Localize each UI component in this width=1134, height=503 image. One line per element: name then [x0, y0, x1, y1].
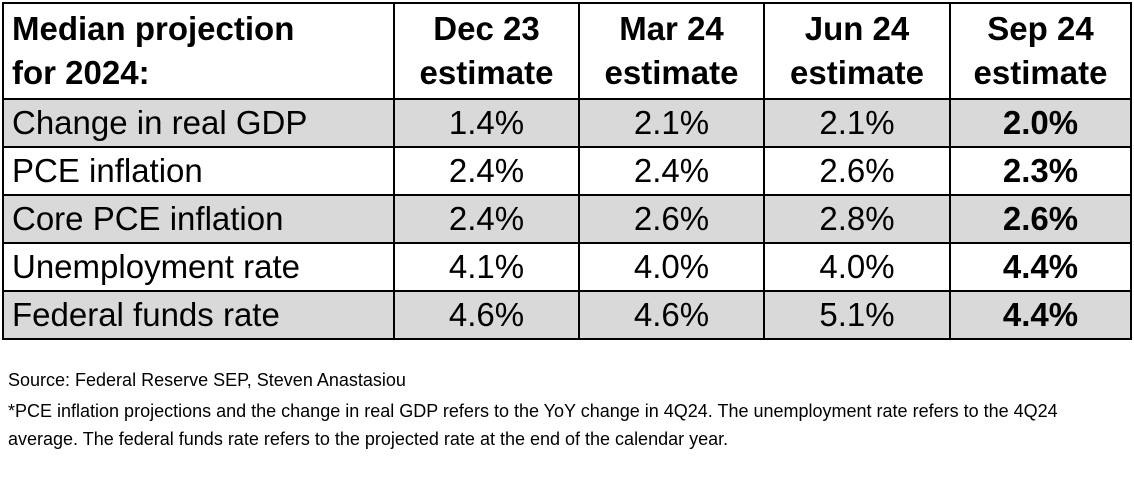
row-label: Unemployment rate [2, 242, 395, 292]
cell-dec23: 4.6% [393, 290, 580, 340]
header-dec23-line1: Dec 23 [433, 10, 540, 47]
cell-mar24: 4.6% [578, 290, 765, 340]
header-jun24: Jun 24 estimate [763, 2, 951, 100]
header-sep24-line1: Sep 24 [987, 10, 1094, 47]
cell-dec23: 2.4% [393, 194, 580, 244]
row-label: Federal funds rate [2, 290, 395, 340]
cell-jun24: 2.1% [763, 98, 951, 148]
cell-dec23: 1.4% [393, 98, 580, 148]
row-label: Change in real GDP [2, 98, 395, 148]
row-label: Core PCE inflation [2, 194, 395, 244]
header-sep24-line2: estimate [973, 54, 1108, 91]
cell-mar24: 2.1% [578, 98, 765, 148]
projection-table: Median projection for 2024: Dec 23 estim… [2, 2, 1132, 340]
cell-sep24: 2.6% [949, 194, 1132, 244]
header-jun24-line2: estimate [790, 54, 924, 91]
cell-jun24: 2.8% [763, 194, 951, 244]
projection-table-container: Median projection for 2024: Dec 23 estim… [2, 2, 1132, 340]
header-mar24: Mar 24 estimate [578, 2, 765, 100]
header-row-label: Median projection for 2024: [2, 2, 395, 100]
cell-sep24: 2.3% [949, 146, 1132, 196]
header-row: Median projection for 2024: Dec 23 estim… [2, 2, 1132, 100]
table-row: PCE inflation 2.4% 2.4% 2.6% 2.3% [2, 146, 1132, 196]
cell-sep24: 4.4% [949, 242, 1132, 292]
table-row: Core PCE inflation 2.4% 2.6% 2.8% 2.6% [2, 194, 1132, 244]
cell-jun24: 4.0% [763, 242, 951, 292]
table-row: Federal funds rate 4.6% 4.6% 5.1% 4.4% [2, 290, 1132, 340]
table-row: Change in real GDP 1.4% 2.1% 2.1% 2.0% [2, 98, 1132, 148]
cell-jun24: 5.1% [763, 290, 951, 340]
header-jun24-line1: Jun 24 [804, 10, 910, 47]
header-dec23: Dec 23 estimate [393, 2, 580, 100]
row-label: PCE inflation [2, 146, 395, 196]
table-row: Unemployment rate 4.1% 4.0% 4.0% 4.4% [2, 242, 1132, 292]
cell-dec23: 4.1% [393, 242, 580, 292]
header-dec23-line2: estimate [419, 54, 554, 91]
header-row-label-line1: Median projection [12, 10, 295, 47]
cell-dec23: 2.4% [393, 146, 580, 196]
table-body: Change in real GDP 1.4% 2.1% 2.1% 2.0% PCE in… [2, 98, 1132, 340]
cell-sep24: 4.4% [949, 290, 1132, 340]
header-mar24-line1: Mar 24 [619, 10, 724, 47]
cell-sep24: 2.0% [949, 98, 1132, 148]
notes: Source: Federal Reserve SEP, Steven Anas… [8, 366, 1126, 453]
cell-mar24: 4.0% [578, 242, 765, 292]
cell-jun24: 2.6% [763, 146, 951, 196]
header-mar24-line2: estimate [604, 54, 739, 91]
header-row-label-line2: for 2024: [12, 54, 150, 91]
header-sep24: Sep 24 estimate [949, 2, 1132, 100]
footnote: *PCE inflation projections and the chang… [8, 401, 1058, 449]
cell-mar24: 2.6% [578, 194, 765, 244]
cell-mar24: 2.4% [578, 146, 765, 196]
source-note: Source: Federal Reserve SEP, Steven Anas… [8, 370, 406, 390]
